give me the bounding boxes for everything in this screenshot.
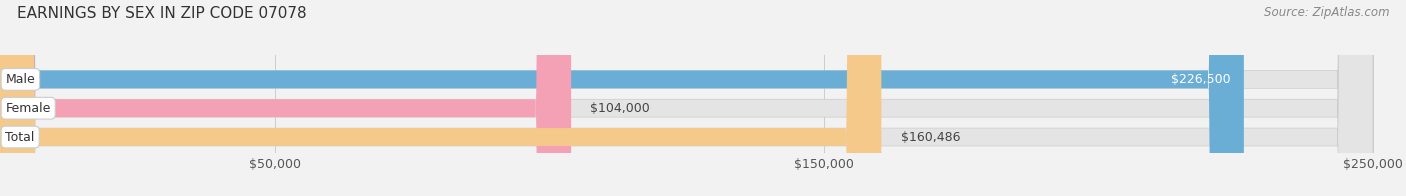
- FancyBboxPatch shape: [0, 0, 1244, 196]
- FancyBboxPatch shape: [0, 0, 571, 196]
- FancyBboxPatch shape: [0, 0, 1372, 196]
- FancyBboxPatch shape: [0, 0, 1372, 196]
- Text: Female: Female: [6, 102, 51, 115]
- Text: $160,486: $160,486: [901, 131, 960, 143]
- Text: Total: Total: [6, 131, 35, 143]
- Text: Source: ZipAtlas.com: Source: ZipAtlas.com: [1264, 6, 1389, 19]
- FancyBboxPatch shape: [0, 0, 882, 196]
- FancyBboxPatch shape: [0, 0, 1372, 196]
- Text: $104,000: $104,000: [591, 102, 650, 115]
- Text: Male: Male: [6, 73, 35, 86]
- Text: EARNINGS BY SEX IN ZIP CODE 07078: EARNINGS BY SEX IN ZIP CODE 07078: [17, 6, 307, 21]
- Text: $226,500: $226,500: [1171, 73, 1230, 86]
